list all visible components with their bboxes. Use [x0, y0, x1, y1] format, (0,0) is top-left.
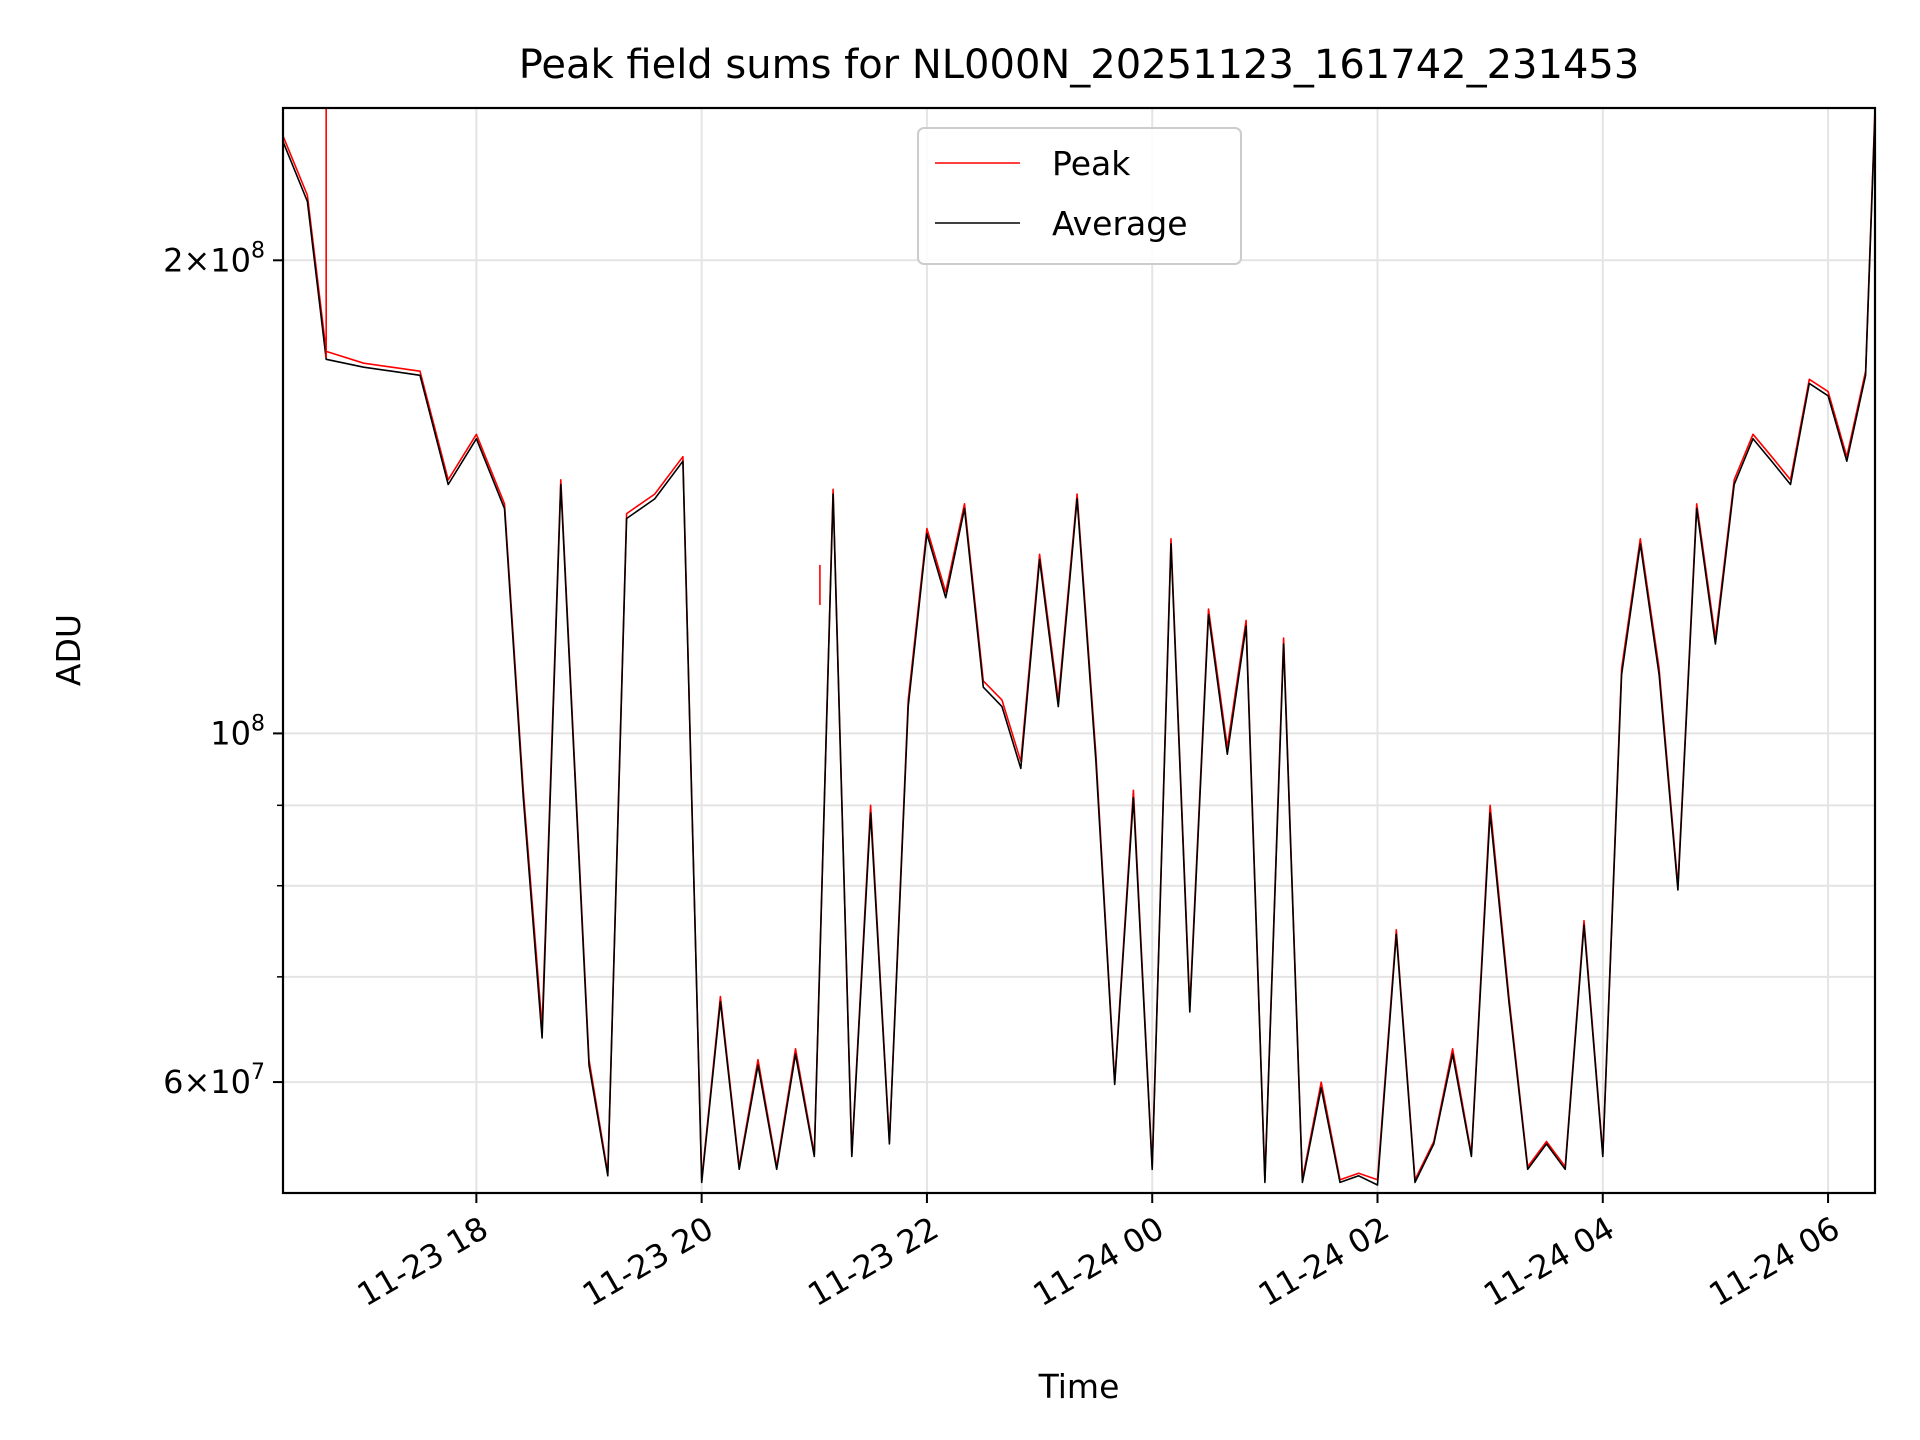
legend-label-average: Average — [1052, 204, 1188, 243]
legend: Peak Average — [917, 127, 1242, 265]
plot-frame — [281, 106, 1877, 1195]
y-tick-label: 6×107 — [163, 1060, 265, 1101]
series-line-average — [282, 113, 1876, 1186]
legend-box — [917, 127, 1242, 265]
y-tick-label: 108 — [210, 711, 265, 752]
legend-label-peak: Peak — [1052, 144, 1131, 183]
chart-title: Peak field sums for NL000N_20251123_1617… — [519, 42, 1640, 88]
y-axis-label: ADU — [49, 614, 88, 686]
y-tick-label: 2×108 — [163, 238, 265, 279]
x-axis-label: Time — [1038, 1367, 1120, 1406]
plot-series — [282, 107, 1876, 1186]
